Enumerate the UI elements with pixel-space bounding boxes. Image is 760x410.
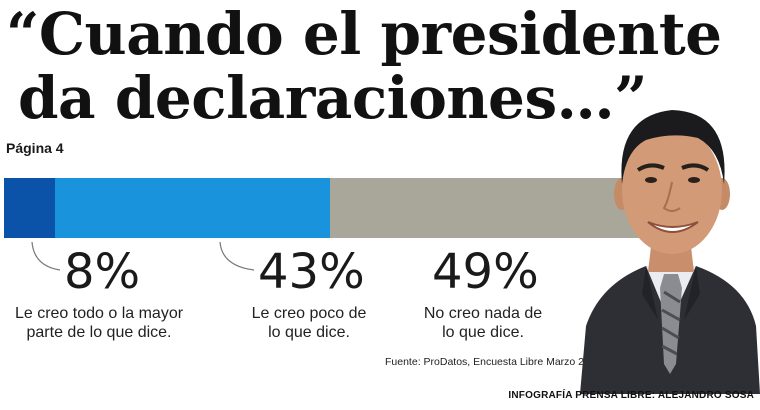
bar-segment-1 (4, 178, 55, 238)
credit-line: INFOGRAFÍA PRENSA LIBRE: ALEJANDRO SOSA (508, 390, 754, 401)
headline-line-2: da declaraciones…” (18, 64, 647, 132)
value-label-1: 8% (64, 244, 141, 300)
category-label-1-line-1: Le creo todo o la mayor (14, 305, 184, 322)
page-reference: Página 4 (6, 140, 64, 156)
connector-curve-1 (31, 241, 61, 271)
headline-line-1: “Cuando el presidente (6, 0, 722, 68)
category-label-2: Le creo poco de lo que dice. (234, 304, 384, 342)
category-label-1: Le creo todo o la mayor parte de lo que … (4, 304, 194, 342)
category-label-3: No creo nada de lo que dice. (408, 304, 558, 342)
category-label-2-line-2: lo que dice. (268, 324, 350, 341)
connector-curve-2 (219, 241, 255, 271)
president-portrait-image (580, 110, 760, 394)
value-label-2: 43% (258, 244, 365, 300)
headline: “Cuando el presidente da declaraciones…” (6, 2, 722, 130)
category-label-2-line-1: Le creo poco de (251, 305, 367, 322)
source-note: Fuente: ProDatos, Encuesta Libre Marzo 2… (385, 356, 602, 368)
category-label-1-line-2: parte de lo que dice. (26, 324, 172, 341)
category-label-3-line-2: lo que dice. (442, 324, 524, 341)
bar-segment-2 (55, 178, 330, 238)
value-label-3: 49% (432, 244, 539, 300)
bar-segment-3 (330, 178, 644, 238)
stacked-bar (4, 178, 644, 238)
category-label-3-line-1: No creo nada de (423, 305, 543, 322)
